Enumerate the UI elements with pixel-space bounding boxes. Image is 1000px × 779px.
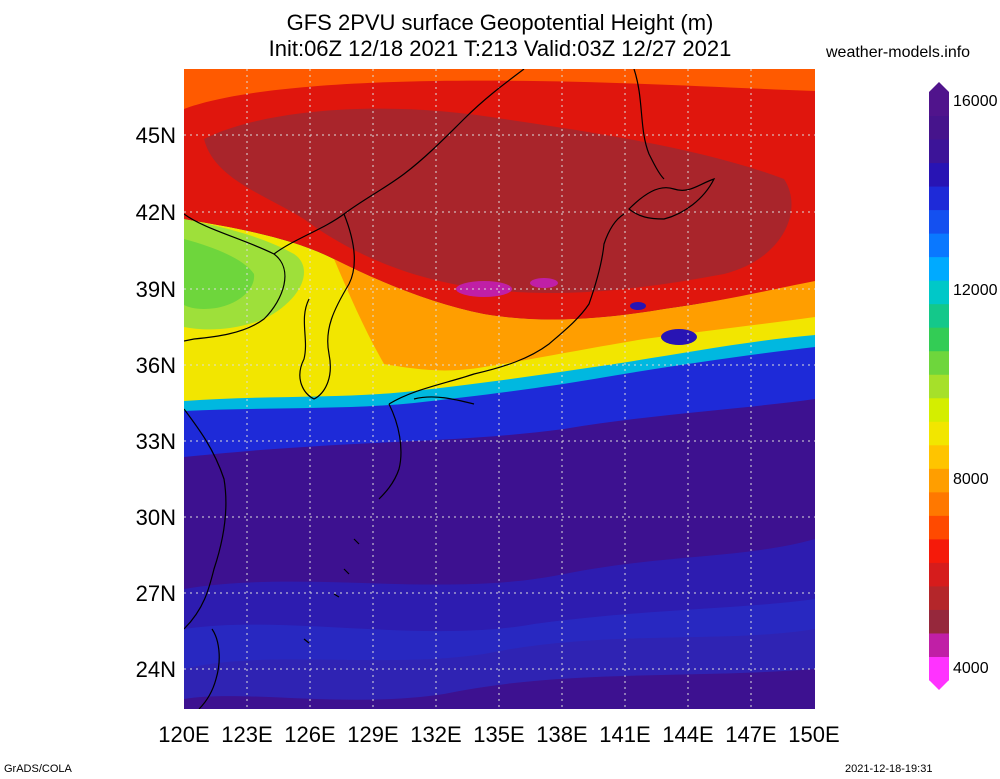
map-canvas [184,69,815,709]
colorbar [929,82,949,690]
grid-lines [184,69,815,709]
colorbar-swatch [929,327,949,352]
colorbar-swatch [929,538,949,563]
lon-label: 123E [221,722,273,747]
colorbar-swatch [929,515,949,540]
colorbar-label: 8000 [953,471,989,488]
lon-label: 135E [473,722,525,747]
colorbar-top-arrow [929,82,949,92]
lon-label: 126E [284,722,336,747]
map-panel [184,69,815,709]
field-top-orange [184,69,815,109]
lat-label: 45N [135,123,176,148]
colorbar-swatch [929,491,949,516]
lon-label: 144E [662,722,714,747]
colorbar-swatch [929,115,949,140]
lat-label: 42N [135,200,176,225]
colorbar-swatch [929,609,949,634]
field-cyan [184,331,815,411]
coastlines [184,69,716,709]
colorbar-label: 4000 [953,660,989,677]
colorbar-swatch [929,562,949,587]
lon-label: 138E [536,722,588,747]
colorbar-swatch [929,186,949,211]
lon-label: 120E [158,722,210,747]
lat-label: 33N [135,429,176,454]
lon-label: 129E [347,722,399,747]
colorbar-swatch [929,421,949,446]
colorbar-swatch [929,139,949,164]
site-credit[interactable]: weather-models.info [826,44,971,61]
lat-label: 30N [135,505,176,530]
footer-timestamp: 2021-12-18-19:31 [845,763,933,775]
colorbar-swatch [929,397,949,422]
field-blue-south-2 [184,599,815,700]
lat-label: 39N [135,277,176,302]
colorbar-label: 16000 [953,93,998,110]
field-lightgreen [184,239,255,309]
colorbar-swatch [929,233,949,258]
field-pocket-2 [630,302,646,310]
lon-label: 141E [599,722,651,747]
lat-label: 24N [135,657,176,682]
lat-label: 36N [135,353,176,378]
colorbar-swatch [929,468,949,493]
colorbar-swatch [929,280,949,305]
lon-label: 132E [410,722,462,747]
lon-label: 147E [725,722,777,747]
colorbar-swatch [929,256,949,281]
map-title: GFS 2PVU surface Geopotential Height (m) [286,10,714,35]
footer-credit: GrADS/COLA [4,763,72,775]
colorbar-swatch [929,632,949,657]
colorbar-swatch [929,209,949,234]
colorbar-bottom-arrow [929,680,949,690]
colorbar-label: 12000 [953,282,998,299]
colorbar-swatch [929,444,949,469]
colorbar-swatch [929,374,949,399]
colorbar-swatch [929,656,949,681]
field-darkred [204,108,792,294]
map-subtitle: Init:06Z 12/18 2021 T:213 Valid:03Z 12/2… [268,36,732,61]
colorbar-swatch [929,585,949,610]
colorbar-swatch [929,92,949,117]
field-orange [334,259,815,371]
field-magenta-2 [530,278,558,288]
colorbar-swatch [929,303,949,328]
colorbar-swatch [929,350,949,375]
lon-label: 150E [788,722,840,747]
field-pocket [661,329,697,345]
lat-label: 27N [135,581,176,606]
colorbar-swatch [929,162,949,187]
